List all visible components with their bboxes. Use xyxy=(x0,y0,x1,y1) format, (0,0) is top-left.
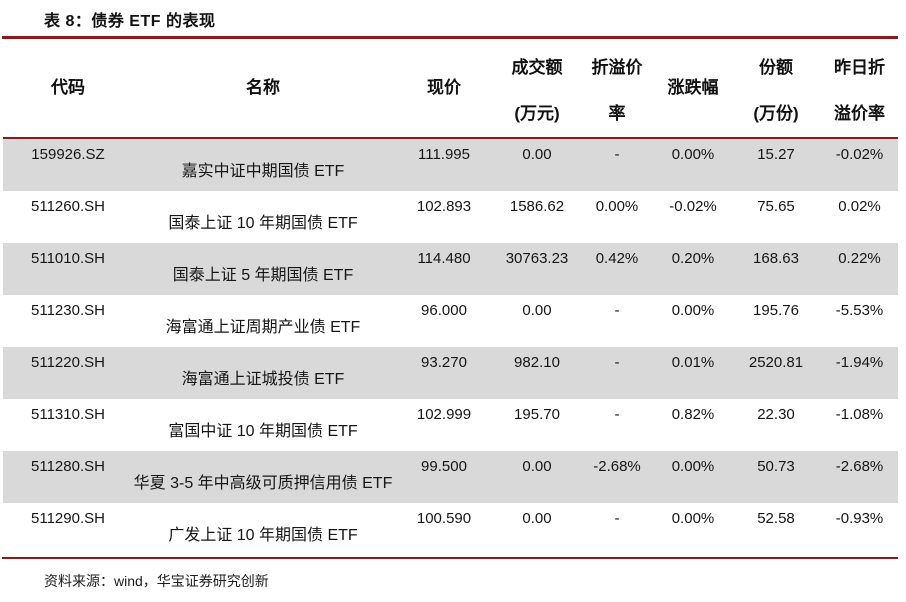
cell-premium-rate: -2.68% xyxy=(593,458,641,475)
cell-shares: 195.76 xyxy=(753,302,799,319)
header-shares-line1: 份额 xyxy=(759,58,793,77)
table-row: 511310.SH 富国中证 10 年期国债 ETF 102.999 195.7… xyxy=(3,399,898,451)
cell-shares: 52.58 xyxy=(757,510,795,527)
cell-premium-rate: 0.42% xyxy=(595,250,639,267)
cell-prev-premium: -1.94% xyxy=(835,354,884,371)
top-rule-divider xyxy=(2,36,898,39)
header-price: 现价 xyxy=(427,78,461,97)
cell-price: 100.590 xyxy=(416,510,472,527)
cell-turnover: 0.00 xyxy=(522,302,552,319)
cell-prev-premium: -1.08% xyxy=(835,406,884,423)
cell-change: 0.82% xyxy=(671,406,715,423)
cell-premium-rate: - xyxy=(614,406,620,423)
cell-name: 富国中证 10 年期国债 ETF xyxy=(168,423,358,440)
cell-name: 华夏 3-5 年中高级可质押信用债 ETF xyxy=(133,475,393,492)
cell-prev-premium: -0.02% xyxy=(835,146,884,163)
header-premium-line2: 率 xyxy=(608,104,626,123)
header-turnover-line2: (万元) xyxy=(514,104,560,123)
cell-price: 99.500 xyxy=(421,458,467,475)
bond-etf-table: 代码 名称 现价 成交额 (万元) 折溢价 率 涨跌幅 份额 (万份) 昨日折 … xyxy=(3,39,898,555)
cell-turnover: 195.70 xyxy=(514,406,560,423)
header-premium-rate: 折溢价 率 xyxy=(579,39,655,137)
cell-shares: 168.63 xyxy=(753,250,799,267)
cell-code: 511220.SH xyxy=(31,354,105,371)
source-note: 资料来源：wind，华宝证券研究创新 xyxy=(44,573,269,589)
header-name: 名称 xyxy=(246,78,280,97)
cell-shares: 22.30 xyxy=(757,406,795,423)
cell-change: 0.00% xyxy=(671,510,715,527)
cell-price: 102.999 xyxy=(416,406,472,423)
cell-turnover: 0.00 xyxy=(522,458,552,475)
cell-turnover: 0.00 xyxy=(522,510,552,527)
cell-change: 0.00% xyxy=(671,146,715,163)
cell-name: 国泰上证 5 年期国债 ETF xyxy=(172,267,354,284)
cell-premium-rate: - xyxy=(614,354,620,371)
cell-price: 114.480 xyxy=(417,250,471,267)
cell-turnover: 1586.62 xyxy=(509,198,565,215)
table-row: 511220.SH 海富通上证城投债 ETF 93.270 982.10 - 0… xyxy=(3,347,898,399)
cell-prev-premium: -2.68% xyxy=(835,458,884,475)
cell-premium-rate: - xyxy=(614,510,620,527)
cell-code: 511010.SH xyxy=(31,250,105,267)
header-prev-premium-line2: 溢价率 xyxy=(834,104,885,123)
table-header-row: 代码 名称 现价 成交额 (万元) 折溢价 率 涨跌幅 份额 (万份) 昨日折 … xyxy=(3,39,898,139)
cell-change: 0.20% xyxy=(671,250,715,267)
cell-shares: 50.73 xyxy=(757,458,795,475)
cell-turnover: 30763.23 xyxy=(505,250,569,267)
cell-premium-rate: 0.00% xyxy=(595,198,639,215)
cell-change: 0.00% xyxy=(671,302,715,319)
cell-turnover: 982.10 xyxy=(514,354,560,371)
cell-code: 511260.SH xyxy=(31,198,105,215)
header-turnover-line1: 成交额 xyxy=(511,58,563,77)
cell-prev-premium: 0.22% xyxy=(838,250,881,267)
cell-shares: 2520.81 xyxy=(748,354,804,371)
table-row: 511230.SH 海富通上证周期产业债 ETF 96.000 0.00 - 0… xyxy=(3,295,898,347)
table-row: 511290.SH 广发上证 10 年期国债 ETF 100.590 0.00 … xyxy=(3,503,898,555)
header-turnover: 成交额 (万元) xyxy=(495,39,579,137)
header-premium-line1: 折溢价 xyxy=(591,58,643,77)
cell-price: 111.995 xyxy=(418,146,470,163)
cell-code: 159926.SZ xyxy=(31,146,105,163)
cell-premium-rate: - xyxy=(614,146,620,163)
header-shares: 份额 (万份) xyxy=(731,39,821,137)
cell-name: 国泰上证 10 年期国债 ETF xyxy=(168,215,358,232)
cell-change: 0.00% xyxy=(671,458,715,475)
table-row: 159926.SZ 嘉实中证中期国债 ETF 111.995 0.00 - 0.… xyxy=(3,139,898,191)
cell-name: 海富通上证城投债 ETF xyxy=(181,371,345,388)
cell-turnover: 0.00 xyxy=(522,146,552,163)
header-shares-line2: (万份) xyxy=(753,104,799,123)
table-row: 511260.SH 国泰上证 10 年期国债 ETF 102.893 1586.… xyxy=(3,191,898,243)
cell-prev-premium: 0.02% xyxy=(838,198,881,215)
cell-prev-premium: -0.93% xyxy=(835,510,884,527)
cell-shares: 75.65 xyxy=(757,198,795,215)
bottom-rule-divider xyxy=(2,557,898,559)
cell-change: 0.01% xyxy=(671,354,715,371)
table-row: 511010.SH 国泰上证 5 年期国债 ETF 114.480 30763.… xyxy=(3,243,898,295)
cell-name: 广发上证 10 年期国债 ETF xyxy=(168,527,358,544)
cell-change: -0.02% xyxy=(669,198,717,215)
table-row: 511280.SH 华夏 3-5 年中高级可质押信用债 ETF 99.500 0… xyxy=(3,451,898,503)
cell-name: 海富通上证周期产业债 ETF xyxy=(165,319,361,336)
cell-prev-premium: -5.53% xyxy=(835,302,884,319)
header-prev-premium-line1: 昨日折 xyxy=(834,58,885,77)
cell-code: 511280.SH xyxy=(31,458,105,475)
cell-price: 96.000 xyxy=(421,302,467,319)
cell-price: 93.270 xyxy=(421,354,467,371)
cell-code: 511230.SH xyxy=(31,302,105,319)
cell-price: 102.893 xyxy=(416,198,472,215)
header-change: 涨跌幅 xyxy=(667,78,719,97)
cell-shares: 15.27 xyxy=(757,146,795,163)
cell-premium-rate: - xyxy=(614,302,620,319)
header-code: 代码 xyxy=(51,78,85,97)
header-prev-premium: 昨日折 溢价率 xyxy=(821,39,898,137)
cell-code: 511290.SH xyxy=(31,510,105,527)
cell-code: 511310.SH xyxy=(31,406,105,423)
table-title: 表 8：债券 ETF 的表现 xyxy=(44,13,216,30)
cell-name: 嘉实中证中期国债 ETF xyxy=(181,163,345,180)
